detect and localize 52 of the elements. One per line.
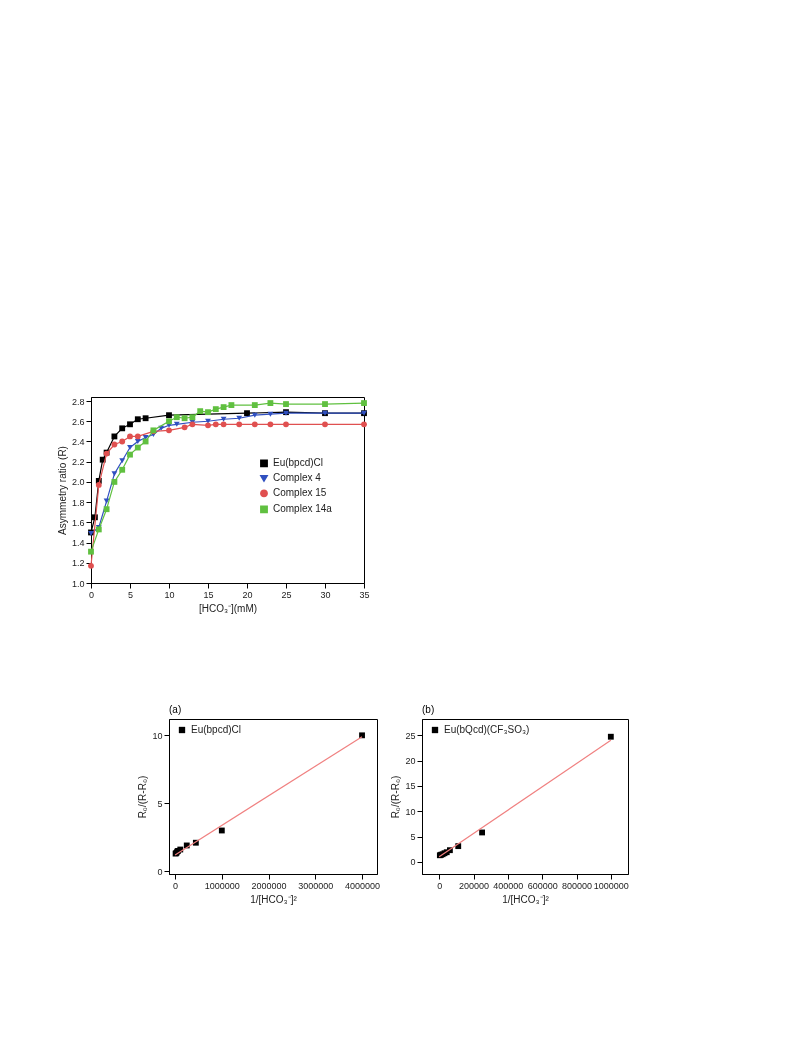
x-tick-label: 0 [88, 589, 95, 600]
y-tick-label: 25 [405, 730, 416, 741]
y-tick-label: 1.2 [71, 558, 85, 569]
x-tick-label: 25 [281, 589, 292, 600]
y-axis-title: R₀/(R-R₀) [137, 775, 149, 819]
y-tick-label: 2.4 [71, 436, 85, 447]
x-tick-label: 30 [320, 589, 331, 600]
legend-label: Complex 14a [273, 503, 333, 515]
x-tick-label: 800000 [561, 880, 593, 891]
y-tick-label: 2.8 [71, 396, 85, 407]
y-tick-label: 5 [410, 832, 416, 843]
y-tick-label: 2.6 [71, 416, 85, 427]
y-tick-label: 1.4 [71, 538, 85, 549]
y-tick-label: 2.2 [71, 457, 85, 468]
legend-label: Complex 15 [273, 487, 327, 499]
legend-label: Eu(bQcd)(CF₃SO₃) [444, 724, 530, 735]
y-axis-title: R₀/(R-R₀) [390, 775, 402, 819]
y-tick-label: 1.0 [71, 578, 85, 589]
x-tick-label: 4000000 [345, 880, 381, 891]
x-tick-label: 0 [173, 880, 179, 891]
x-tick-label: 1000000 [204, 880, 240, 891]
x-tick-label: 2000000 [251, 880, 287, 891]
y-tick-label: 0 [157, 866, 163, 877]
x-tick-label: 15 [203, 589, 214, 600]
y-tick-label: 2.0 [71, 477, 85, 488]
legend-label: Eu(bpcd)Cl [273, 457, 324, 469]
x-tick-label: 35 [359, 589, 370, 600]
y-axis-title: Asymmetry ratio (R) [56, 446, 68, 535]
x-tick-label: 10 [164, 589, 175, 600]
y-tick-label: 1.6 [71, 517, 85, 528]
x-tick-label: 5 [127, 589, 134, 600]
y-tick-label: 0 [410, 857, 416, 868]
x-tick-label: 200000 [458, 880, 490, 891]
chart-title: (a) [169, 704, 182, 715]
x-axis-title: 1/[HCO₃⁻]² [502, 893, 550, 905]
y-tick-label: 1.8 [71, 497, 85, 508]
legend-label: Complex 4 [273, 472, 322, 484]
x-tick-label: 400000 [493, 880, 524, 891]
y-tick-label: 20 [405, 756, 416, 767]
y-tick-label: 10 [152, 730, 163, 741]
y-tick-label: 5 [157, 798, 163, 809]
x-tick-label: 600000 [527, 880, 558, 891]
x-tick-label: 20 [242, 589, 253, 600]
legend-label: Eu(bpcd)Cl [191, 724, 242, 735]
x-axis-title: 1/[HCO₃⁻]² [250, 893, 298, 905]
x-axis-title: [HCO₃⁻](mM) [198, 602, 258, 614]
y-tick-label: 15 [405, 781, 416, 792]
x-tick-label: 1000000 [593, 880, 629, 891]
chart-title: (b) [422, 704, 435, 715]
y-tick-label: 10 [405, 806, 416, 817]
x-tick-label: 3000000 [298, 880, 334, 891]
x-tick-label: 0 [437, 880, 443, 891]
